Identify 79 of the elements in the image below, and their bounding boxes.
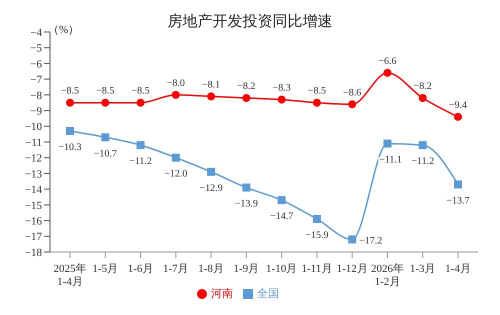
point [101, 98, 110, 107]
point [172, 154, 180, 162]
data-label: −11.2 [411, 156, 434, 168]
data-label: −11.2 [129, 156, 152, 168]
x-tick-label: 1-8月 [198, 263, 224, 275]
y-tick-label: −6 [30, 58, 42, 70]
data-label: −8.6 [343, 87, 362, 98]
point [312, 98, 321, 107]
y-tick-label: −12 [24, 152, 42, 165]
x-tick-label: 1-9月 [234, 263, 260, 275]
data-label: −15.9 [305, 230, 328, 241]
chart-title: 房地产开发投资同比增速 [168, 14, 332, 30]
x-tick-label: 1-11月 [302, 263, 332, 275]
point [136, 141, 145, 150]
point [418, 141, 427, 150]
y-tick-label: −8 [30, 90, 42, 102]
x-tick-label: 1-6月 [128, 263, 154, 275]
y-tick-label: −7 [30, 74, 42, 86]
point [418, 94, 427, 102]
point [348, 235, 356, 244]
data-label: −8.5 [308, 86, 326, 97]
y-tick-label: −4 [30, 26, 42, 39]
y-tick-label: −10 [24, 121, 42, 134]
data-label: −10.7 [94, 148, 117, 160]
point [454, 112, 462, 121]
data-label: −8.3 [272, 82, 291, 94]
x-tick-label: 2026年 1-2月 [370, 263, 404, 288]
y-tick-label: −5 [30, 42, 42, 55]
y-tick-label: −9 [30, 105, 42, 118]
data-label: −11.1 [379, 154, 402, 166]
x-tick-label: 1-7月 [162, 263, 189, 275]
data-label: −13.7 [446, 195, 470, 206]
data-label: −8.5 [131, 86, 150, 97]
data-label: −12.0 [164, 168, 188, 180]
point [383, 140, 392, 148]
point [207, 92, 216, 100]
y-tick-label: −14 [24, 184, 42, 196]
point [278, 96, 286, 104]
data-label: −8.2 [237, 81, 256, 92]
point [312, 215, 321, 223]
point [66, 127, 74, 135]
x-tick-label: 2025年 1-4月 [54, 263, 86, 288]
data-label: −13.9 [234, 198, 258, 210]
data-label: −17.2 [359, 235, 382, 246]
y-tick-label: −15 [24, 200, 42, 212]
point [207, 168, 216, 176]
point [242, 94, 250, 102]
x-tick-label: 1-4月 [445, 263, 471, 275]
data-label: −6.6 [378, 56, 397, 67]
point [242, 184, 250, 192]
x-tick-label: 1-3月 [410, 263, 436, 275]
data-label: −8.5 [96, 86, 114, 97]
x-tick-label: 1-12月 [336, 263, 368, 275]
y-tick-label: −16 [24, 215, 42, 228]
data-label: −8.5 [60, 86, 80, 97]
point [348, 100, 356, 108]
data-label: −8.2 [414, 81, 432, 92]
point [383, 68, 392, 77]
data-label: −14.7 [270, 211, 294, 222]
y-axis-title: （%） [48, 23, 80, 37]
legend-label: 河南 [211, 288, 233, 300]
x-tick-label: 1-10月 [266, 263, 298, 275]
legend-label: 全国 [257, 288, 279, 300]
y-tick-label: −11 [25, 136, 42, 149]
point [278, 196, 286, 204]
y-tick-label: −18 [24, 246, 42, 259]
point [101, 133, 110, 142]
point [454, 180, 462, 188]
point [66, 98, 74, 107]
data-label: −8.1 [202, 79, 220, 90]
point [136, 98, 145, 107]
data-label: −9.4 [448, 100, 468, 111]
data-label: −10.3 [58, 142, 82, 153]
y-tick-label: −13 [24, 168, 42, 180]
data-label: −8.0 [166, 78, 185, 89]
y-tick-label: −17 [24, 231, 42, 244]
data-label: −12.9 [200, 182, 223, 194]
point [172, 90, 180, 99]
x-tick-label: 1-5月 [92, 263, 118, 275]
